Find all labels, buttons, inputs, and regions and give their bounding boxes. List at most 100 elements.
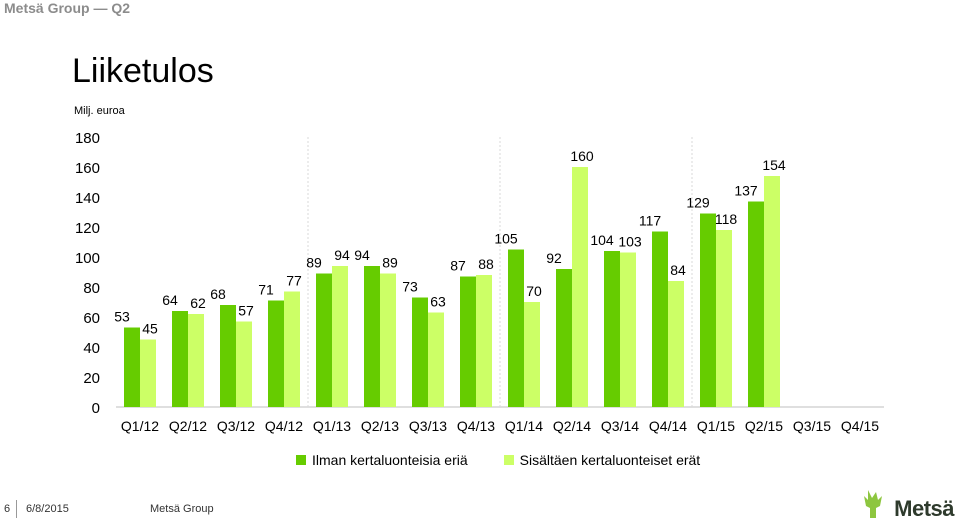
data-label-series2: 70 — [526, 283, 542, 299]
data-label-series2: 103 — [618, 234, 642, 250]
bar-series2 — [284, 291, 300, 407]
data-label-series2: 118 — [715, 211, 738, 227]
x-tick-label: Q3/13 — [409, 418, 447, 434]
x-tick-label: Q3/14 — [601, 418, 639, 434]
footer: 6 6/8/2015 Metsä Group — [0, 500, 960, 524]
data-label-series1: 92 — [546, 250, 562, 266]
footer-page-number: 6 — [4, 503, 11, 515]
bar-series1 — [268, 300, 284, 407]
header-title: Metsä Group — Q2 — [4, 0, 131, 16]
slide-title: Liiketulos — [72, 52, 214, 90]
data-label-series1: 89 — [306, 255, 322, 271]
bar-series1 — [364, 266, 380, 407]
bar-series2 — [236, 321, 252, 407]
legend-swatch-series2 — [503, 455, 514, 465]
x-tick-label: Q3/15 — [793, 418, 831, 434]
x-tick-label: Q4/14 — [649, 418, 687, 434]
bar-chart: 0 20 40 60 80 100 120 140 160 180 53 45 Q1/12 64 62 Q2/… — [75, 130, 884, 434]
bar-series1 — [220, 305, 236, 407]
bar-series2 — [188, 314, 204, 407]
bar-series2 — [380, 273, 396, 407]
bar-series1 — [316, 273, 332, 407]
metsa-logo-icon — [864, 490, 882, 518]
data-label-series2: 57 — [238, 303, 254, 319]
bar-series2 — [668, 281, 684, 407]
legend-label-series2: Sisältäen kertaluonteiset erät — [519, 452, 701, 468]
data-label-series2: 84 — [670, 262, 686, 278]
bar-series2 — [524, 302, 540, 407]
data-label-series1: 137 — [734, 183, 758, 199]
data-label-series2: 77 — [286, 273, 302, 289]
y-tick-label: 60 — [83, 310, 100, 327]
data-label-series1: 117 — [639, 213, 662, 229]
data-label-series1: 94 — [354, 247, 370, 263]
y-tick-label: 120 — [75, 220, 100, 237]
legend-label-series1: Ilman kertaluonteisia eriä — [312, 452, 468, 468]
data-label-series2: 89 — [382, 255, 398, 271]
x-tick-label: Q1/12 — [121, 418, 159, 434]
x-tick-label: Q4/13 — [457, 418, 495, 434]
logo-text: Metsä — [894, 496, 954, 521]
unit-label: Milj. euroa — [74, 105, 125, 117]
bar-series1 — [124, 327, 140, 407]
x-tick-label: Q4/15 — [841, 418, 879, 434]
x-tick-label: Q2/13 — [361, 418, 399, 434]
bar-series1 — [748, 201, 764, 407]
x-tick-label: Q3/12 — [217, 418, 255, 434]
data-label-series1: 68 — [210, 286, 226, 302]
data-label-series1: 104 — [590, 232, 614, 248]
x-tick-label: Q2/14 — [553, 418, 591, 434]
data-label-series1: 64 — [162, 292, 178, 308]
y-tick-label: 160 — [75, 160, 100, 177]
bar-series1 — [508, 249, 524, 407]
y-tick-label: 0 — [92, 400, 100, 417]
bar-series1 — [460, 276, 476, 407]
x-tick-label: Q4/12 — [265, 418, 303, 434]
y-tick-label: 40 — [83, 340, 100, 357]
bar-series1 — [172, 311, 188, 407]
data-label-series1: 73 — [402, 279, 418, 295]
x-tick-label: Q2/12 — [169, 418, 207, 434]
bar-series1 — [652, 231, 668, 407]
bar-series1 — [700, 213, 716, 407]
data-label-series1: 87 — [450, 258, 466, 274]
y-tick-label: 180 — [75, 130, 100, 147]
bar-series1 — [412, 297, 428, 407]
y-tick-label: 20 — [83, 370, 100, 387]
bar-series2 — [332, 266, 348, 407]
legend-item-series2: Sisältäen kertaluonteiset erät — [503, 452, 701, 468]
y-tick-label: 100 — [75, 250, 100, 267]
bar-series2 — [140, 339, 156, 407]
data-label-series2: 62 — [190, 295, 206, 311]
data-label-series2: 45 — [142, 321, 158, 337]
data-label-series2: 88 — [478, 256, 494, 272]
data-label-series1: 129 — [686, 195, 710, 211]
data-label-series1: 105 — [494, 231, 518, 247]
y-tick-label: 140 — [75, 190, 100, 207]
bar-series2 — [476, 275, 492, 407]
bar-series2 — [716, 230, 732, 407]
x-tick-label: Q1/13 — [313, 418, 351, 434]
legend-swatch-series1 — [296, 455, 306, 465]
x-tick-label: Q2/15 — [745, 418, 783, 434]
bar-series2 — [428, 312, 444, 407]
data-label-series1: 71 — [258, 282, 274, 298]
footer-date: 6/8/2015 — [26, 503, 69, 515]
footer-divider — [16, 500, 17, 518]
legend-item-series1: Ilman kertaluonteisia eriä — [296, 452, 468, 468]
x-tick-label: Q1/15 — [697, 418, 735, 434]
data-label-series2: 94 — [334, 247, 350, 263]
data-label-series2: 154 — [762, 157, 786, 173]
data-label-series2: 160 — [570, 148, 594, 164]
data-label-series1: 53 — [114, 309, 130, 325]
bar-series2 — [572, 167, 588, 407]
x-tick-label: Q1/14 — [505, 418, 543, 434]
legend: Ilman kertaluonteisia eriä Sisältäen ker… — [296, 452, 736, 468]
bar-series2 — [764, 176, 780, 407]
footer-company: Metsä Group — [150, 503, 214, 515]
bar-series1 — [604, 251, 620, 407]
bar-series1 — [556, 269, 572, 407]
y-tick-label: 80 — [83, 280, 100, 297]
bar-series2 — [620, 252, 636, 407]
data-label-series2: 63 — [430, 294, 446, 310]
